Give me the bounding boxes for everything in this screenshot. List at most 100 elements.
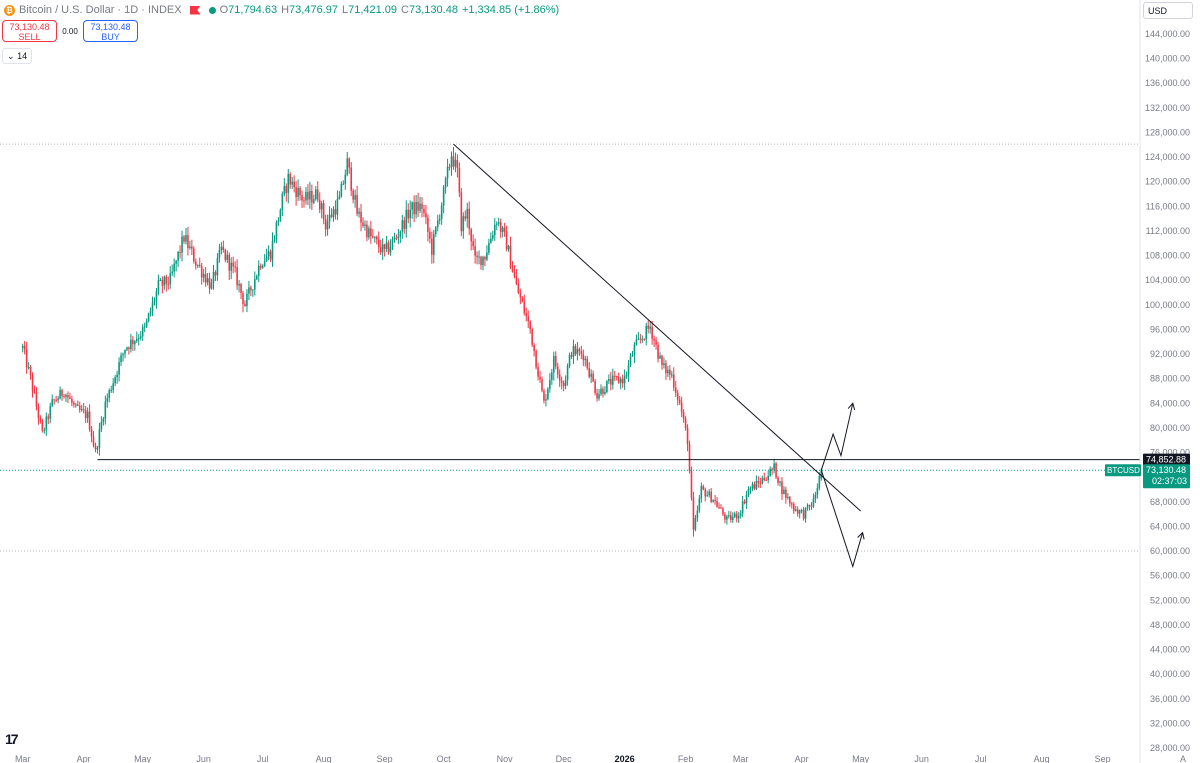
time-tick-label: Nov: [497, 754, 514, 763]
candle-body: [153, 300, 156, 303]
candle-body: [137, 338, 140, 340]
candle-body: [405, 209, 408, 229]
candle-body: [21, 345, 24, 348]
candle-body: [519, 292, 522, 298]
candle-body: [165, 276, 168, 284]
candle-body: [218, 249, 221, 259]
candle-body: [108, 390, 111, 398]
candle-body: [737, 515, 740, 519]
candle-body: [159, 279, 162, 281]
candle-body: [796, 509, 799, 514]
candle-body: [731, 516, 734, 521]
buy-price: 73,130.48: [90, 22, 131, 32]
candle-body: [78, 405, 81, 410]
candle-body: [775, 463, 777, 478]
candle-body: [338, 196, 341, 199]
candle-body: [657, 344, 659, 359]
candle-body: [710, 491, 712, 502]
candle-body: [47, 416, 50, 419]
candle-body: [344, 174, 347, 184]
buy-button[interactable]: 73,130.48 BUY: [83, 20, 138, 42]
candle-body: [368, 228, 370, 238]
candle-body: [446, 166, 449, 179]
close-value: 73,130.48: [409, 4, 458, 16]
time-tick-label: Jul: [257, 754, 269, 763]
flag-icon[interactable]: [189, 5, 201, 15]
candle-body: [49, 405, 52, 419]
candle-body: [366, 224, 368, 238]
candle-body: [141, 327, 144, 337]
candle-body: [330, 214, 333, 218]
candles: [21, 146, 823, 537]
candle-body: [53, 399, 55, 401]
candle-body: [257, 265, 260, 276]
candle-body: [191, 246, 193, 249]
candle-body: [562, 382, 565, 387]
candle-body: [674, 387, 677, 393]
candle-body: [442, 187, 445, 206]
candle-body: [495, 223, 498, 225]
indicator-period[interactable]: ⌄ 14: [2, 48, 33, 64]
candle-body: [757, 481, 760, 483]
candle-body: [238, 284, 240, 286]
candle-body: [486, 252, 488, 260]
candle-body: [187, 235, 189, 248]
candle-body: [134, 341, 136, 345]
candle-body: [112, 383, 114, 391]
symbol-tag: [1105, 464, 1141, 477]
sell-button[interactable]: 73,130.48 SELL: [2, 20, 57, 42]
candle-body: [173, 263, 175, 272]
tradingview-logo-icon[interactable]: 17: [5, 731, 19, 747]
time-tick-label: May: [852, 754, 870, 763]
candle-body: [373, 236, 376, 238]
candle-body: [196, 264, 199, 266]
candle-body: [771, 468, 773, 470]
candle-body: [672, 374, 675, 388]
price-tick-label: 40,000.00: [1150, 669, 1190, 679]
candle-body: [143, 326, 146, 328]
candle-body: [399, 231, 402, 237]
currency-selector[interactable]: USD: [1143, 2, 1193, 19]
candle-body: [375, 236, 378, 240]
candle-body: [340, 183, 343, 197]
candle-body: [444, 178, 447, 188]
candle-body: [802, 510, 805, 519]
time-tick-label: Jul: [975, 754, 987, 763]
candle-body: [102, 418, 105, 423]
candle-body: [547, 388, 549, 400]
candle-body: [608, 378, 610, 382]
candle-body: [592, 373, 594, 382]
price-tick-label: 140,000.00: [1145, 54, 1190, 64]
candle-body: [220, 246, 223, 250]
candle-body: [517, 283, 520, 293]
candle-body: [434, 227, 437, 234]
candle-body: [572, 346, 575, 357]
candle-body: [482, 256, 484, 266]
candle-body: [299, 187, 301, 196]
candle-body: [779, 481, 781, 483]
candle-body: [468, 208, 471, 230]
candle-body: [31, 375, 34, 392]
candle-body: [23, 345, 26, 350]
candle-body: [602, 388, 604, 394]
candle-body: [476, 255, 478, 258]
chevron-down-icon: ⌄: [7, 51, 15, 61]
symbol-title[interactable]: Bitcoin / U.S. Dollar · 1D · INDEX: [19, 4, 182, 16]
candle-body: [694, 518, 697, 530]
candle-body: [543, 390, 545, 401]
candle-body: [623, 376, 626, 384]
time-tick-label: Aug: [316, 754, 332, 763]
candle-body: [755, 481, 758, 489]
candle-body: [401, 220, 404, 232]
candle-body: [145, 320, 148, 327]
candle-body: [635, 339, 638, 345]
time-tick-label: Sep: [377, 754, 393, 763]
candle-body: [326, 221, 329, 230]
candle-body: [464, 216, 467, 219]
candle-body: [183, 236, 185, 242]
candle-body: [27, 367, 30, 369]
candle-body: [33, 391, 36, 393]
candle-body: [582, 354, 585, 361]
candle-body: [240, 284, 242, 294]
